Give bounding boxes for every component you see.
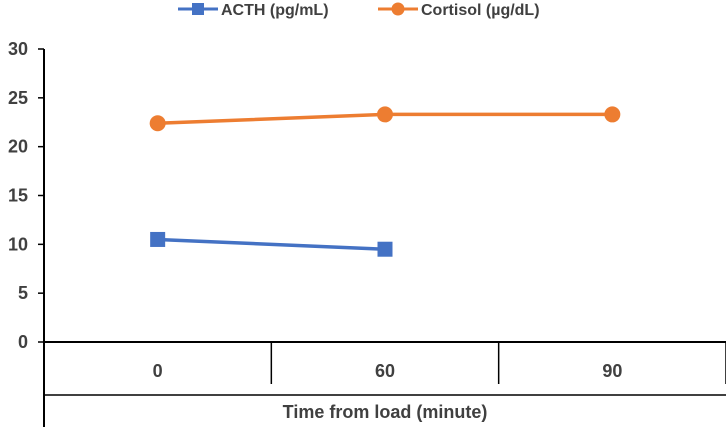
y-tick-label: 5 <box>18 283 28 303</box>
y-axis-ticks: 0 5 10 15 20 25 30 <box>8 39 44 352</box>
data-point-acth <box>377 241 393 257</box>
data-point-acth <box>150 231 166 247</box>
legend-marker-acth <box>192 3 204 15</box>
x-axis-title: Time from load (minute) <box>283 402 488 422</box>
data-point-cortisol <box>377 106 393 123</box>
legend-label-acth: ACTH (pg/mL) <box>221 2 329 19</box>
y-tick-label: 0 <box>18 332 28 352</box>
series-line-0 <box>157 237 386 251</box>
x-tick-label: 60 <box>375 361 395 381</box>
legend-marker-cortisol <box>391 2 405 16</box>
y-tick-label: 25 <box>8 88 28 108</box>
legend-item-cortisol: Cortisol (µg/dL) <box>378 2 540 19</box>
legend-item-acth: ACTH (pg/mL) <box>178 2 329 19</box>
data-point-cortisol <box>149 115 166 132</box>
x-tick-label: 90 <box>602 361 622 381</box>
y-tick-label: 15 <box>8 186 28 206</box>
y-tick-label: 20 <box>8 137 28 157</box>
y-tick-label: 10 <box>8 234 28 254</box>
y-tick-label: 30 <box>8 39 28 59</box>
legend-label-cortisol: Cortisol (µg/dL) <box>421 2 540 19</box>
x-tick-label: 0 <box>153 361 163 381</box>
data-point-cortisol <box>604 106 621 123</box>
legend: ACTH (pg/mL) Cortisol (µg/dL) <box>178 2 540 19</box>
x-axis-ticks: 0 60 90 <box>153 342 726 384</box>
series-layer <box>149 106 621 257</box>
